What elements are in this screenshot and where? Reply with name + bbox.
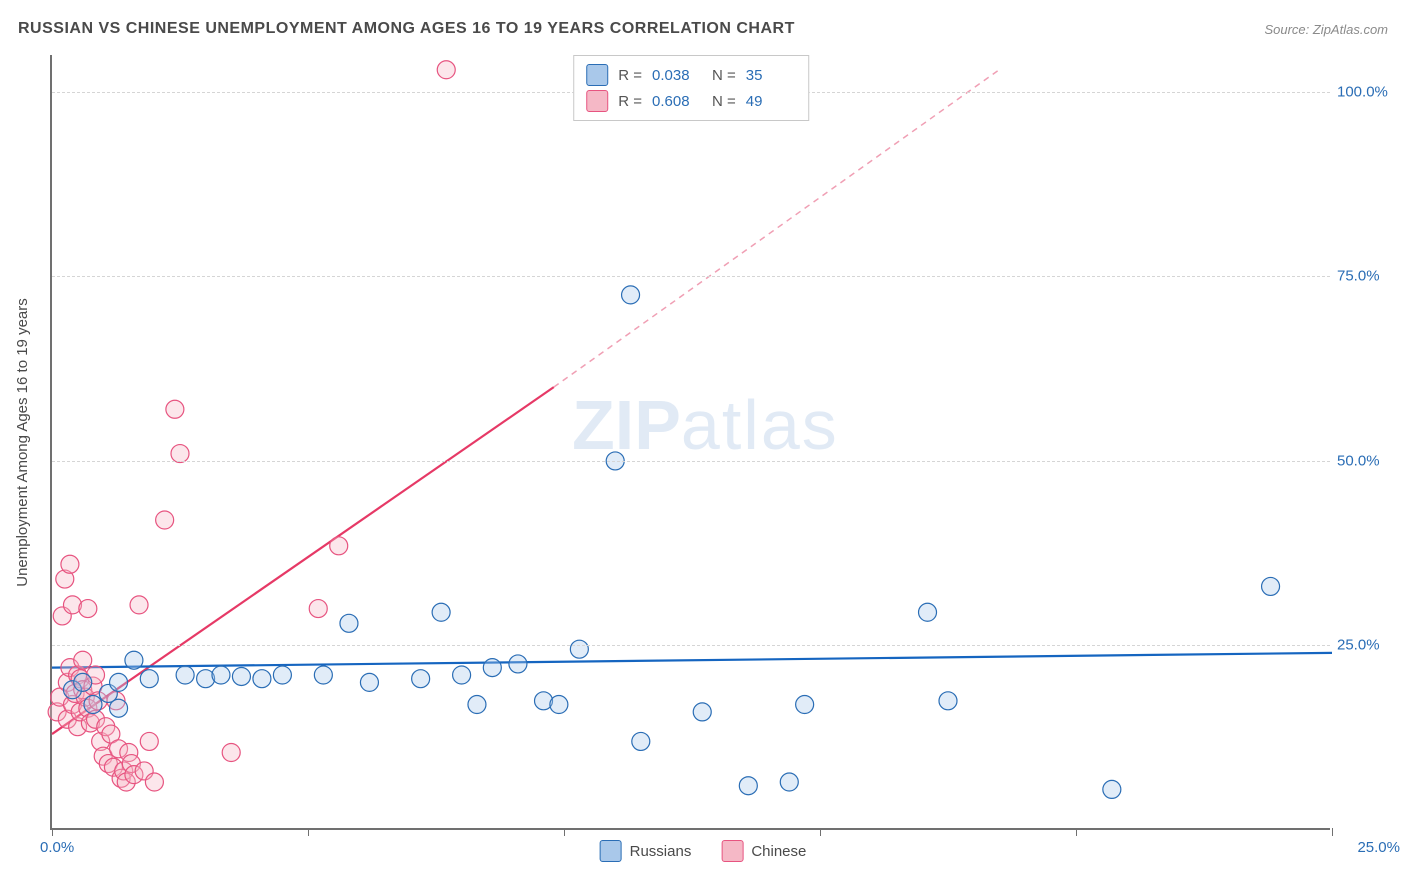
point-russians	[739, 777, 757, 795]
n-value-russians: 35	[746, 67, 796, 84]
n-value-chinese: 49	[746, 93, 796, 110]
legend-label-chinese: Chinese	[751, 843, 806, 860]
point-russians	[432, 603, 450, 621]
point-chinese	[61, 555, 79, 573]
point-russians	[412, 670, 430, 688]
point-chinese	[79, 600, 97, 618]
legend-item-russians: Russians	[600, 840, 692, 862]
chart-title: RUSSIAN VS CHINESE UNEMPLOYMENT AMONG AG…	[18, 20, 795, 38]
point-russians	[140, 670, 158, 688]
point-chinese	[145, 773, 163, 791]
point-russians	[939, 692, 957, 710]
point-russians	[340, 614, 358, 632]
point-russians	[453, 666, 471, 684]
point-russians	[1262, 577, 1280, 595]
point-russians	[212, 666, 230, 684]
point-russians	[622, 286, 640, 304]
plot-area: ZIPatlas R = 0.038 N = 35 R = 0.608 N = …	[50, 55, 1330, 830]
y-tick-label: 100.0%	[1337, 83, 1392, 100]
x-tick	[820, 828, 821, 836]
correlation-legend: R = 0.038 N = 35 R = 0.608 N = 49	[573, 55, 809, 121]
legend-row-russians: R = 0.038 N = 35	[586, 62, 796, 88]
point-russians	[176, 666, 194, 684]
point-russians	[273, 666, 291, 684]
point-russians	[509, 655, 527, 673]
y-tick-label: 25.0%	[1337, 637, 1392, 654]
x-tick	[308, 828, 309, 836]
point-russians	[780, 773, 798, 791]
point-russians	[796, 696, 814, 714]
point-russians	[110, 673, 128, 691]
y-tick-label: 50.0%	[1337, 452, 1392, 469]
swatch-chinese	[586, 90, 608, 112]
legend-item-chinese: Chinese	[721, 840, 806, 862]
x-tick	[564, 828, 565, 836]
point-chinese	[140, 732, 158, 750]
x-tick	[1332, 828, 1333, 836]
point-russians	[125, 651, 143, 669]
point-chinese	[130, 596, 148, 614]
point-russians	[468, 696, 486, 714]
point-russians	[74, 673, 92, 691]
point-russians	[632, 732, 650, 750]
legend-row-chinese: R = 0.608 N = 49	[586, 88, 796, 114]
swatch-russians	[586, 64, 608, 86]
point-chinese	[156, 511, 174, 529]
x-tick-start: 0.0%	[40, 839, 74, 856]
legend-label-russians: Russians	[630, 843, 692, 860]
y-axis-label: Unemployment Among Ages 16 to 19 years	[10, 55, 35, 830]
point-chinese	[330, 537, 348, 555]
point-russians	[483, 659, 501, 677]
point-russians	[1103, 780, 1121, 798]
regression-line-russians	[52, 653, 1332, 668]
point-russians	[550, 696, 568, 714]
point-russians	[693, 703, 711, 721]
gridline	[52, 645, 1330, 646]
scatter-svg	[52, 55, 1332, 830]
point-chinese	[74, 651, 92, 669]
x-tick-end: 25.0%	[1357, 839, 1400, 856]
r-value-chinese: 0.608	[652, 93, 702, 110]
y-tick-label: 75.0%	[1337, 268, 1392, 285]
point-chinese	[171, 445, 189, 463]
point-russians	[110, 699, 128, 717]
point-russians	[570, 640, 588, 658]
point-chinese	[166, 400, 184, 418]
swatch-russians-bottom	[600, 840, 622, 862]
x-tick	[1076, 828, 1077, 836]
point-russians	[232, 667, 250, 685]
point-chinese	[437, 61, 455, 79]
point-russians	[253, 670, 271, 688]
series-legend: Russians Chinese	[600, 840, 807, 862]
point-russians	[360, 673, 378, 691]
gridline	[52, 276, 1330, 277]
point-chinese	[222, 744, 240, 762]
point-russians	[314, 666, 332, 684]
x-tick	[52, 828, 53, 836]
r-value-russians: 0.038	[652, 67, 702, 84]
swatch-chinese-bottom	[721, 840, 743, 862]
point-russians	[919, 603, 937, 621]
source-label: Source: ZipAtlas.com	[1264, 22, 1388, 37]
point-russians	[84, 696, 102, 714]
point-chinese	[309, 600, 327, 618]
gridline	[52, 461, 1330, 462]
